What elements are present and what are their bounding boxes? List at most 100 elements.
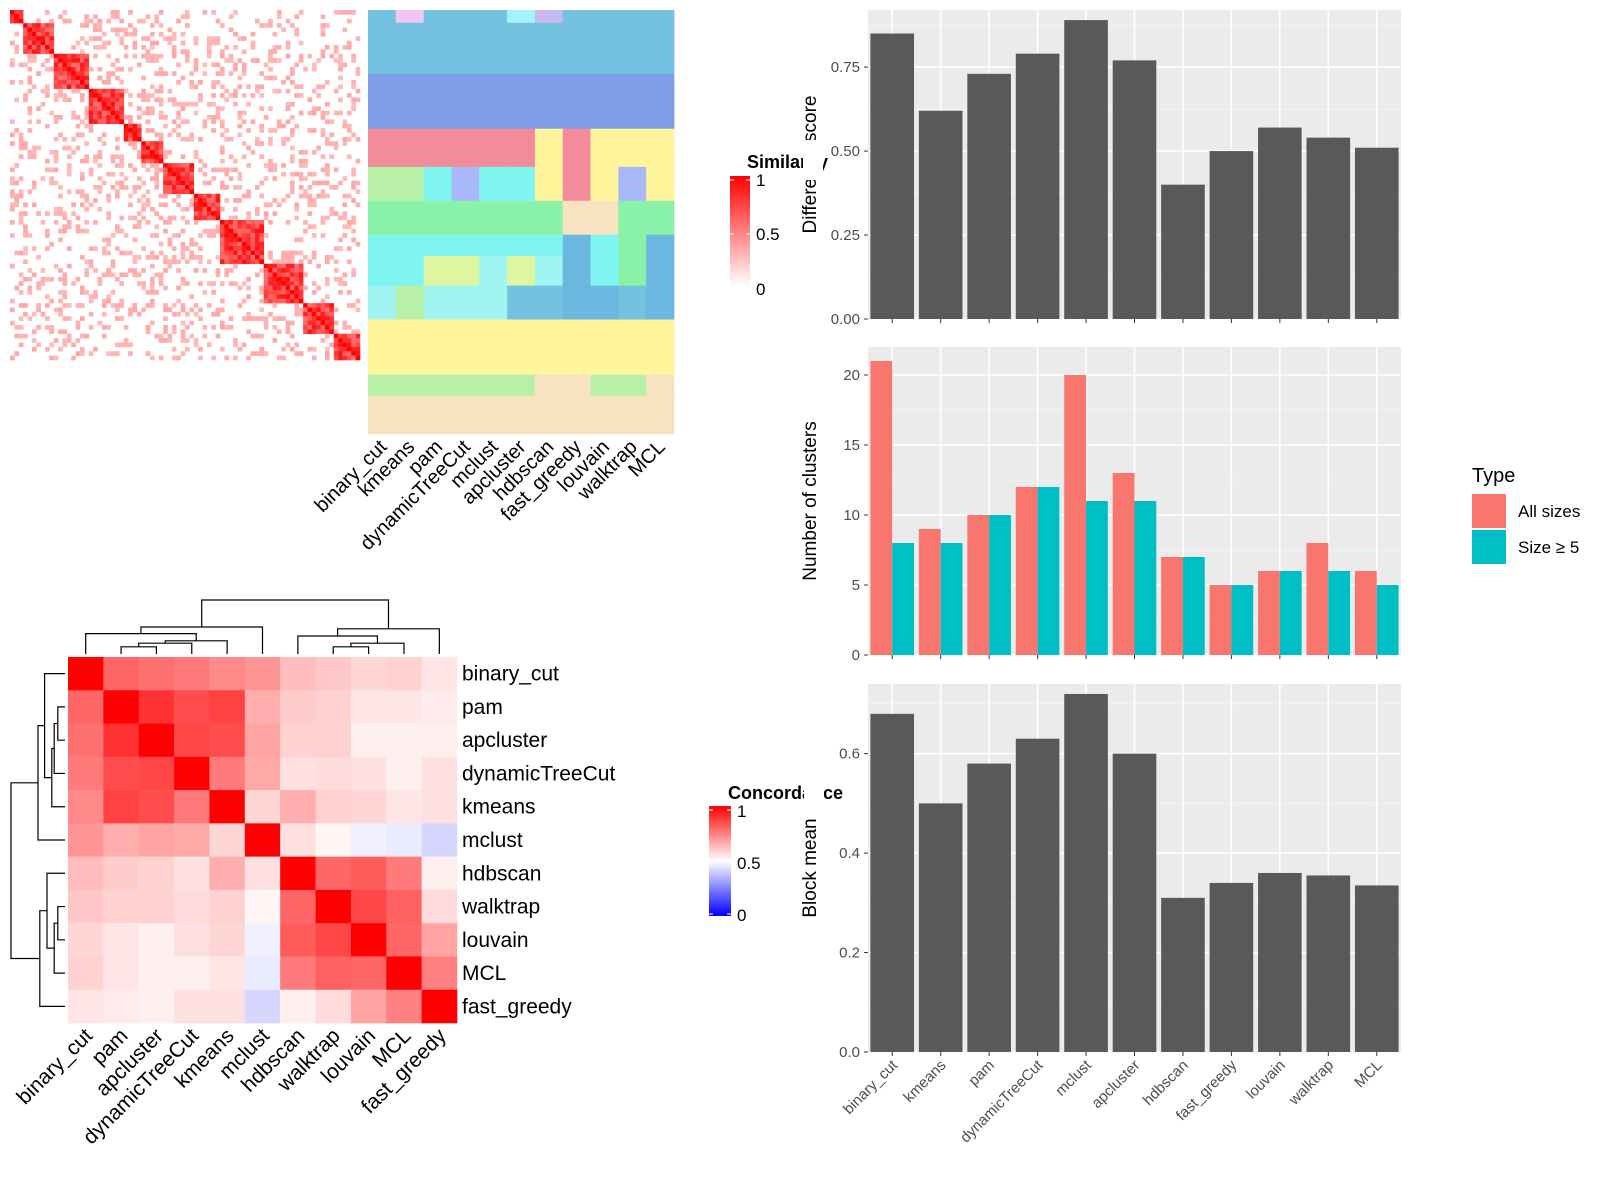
heatmap-cell — [62, 97, 68, 103]
concordance-cell — [174, 856, 210, 891]
heatmap-cell — [338, 276, 343, 282]
heatmap-cell — [58, 80, 63, 85]
heatmap-cell — [27, 154, 33, 160]
heatmap-cell — [259, 290, 265, 295]
cluster-band-cell — [479, 319, 508, 376]
heatmap-cell — [62, 342, 68, 348]
heatmap-cell — [31, 31, 37, 37]
heatmap-cell — [158, 241, 164, 247]
heatmap-cell — [307, 303, 313, 308]
heatmap-cell — [325, 311, 330, 317]
heatmap-cell — [106, 198, 111, 203]
heatmap-cell — [233, 220, 238, 225]
heatmap-cell — [128, 128, 133, 133]
heatmap-cell — [281, 163, 286, 168]
heatmap-cell — [180, 154, 186, 160]
heatmap-cell — [163, 71, 168, 76]
heatmap-cell — [294, 202, 300, 208]
heatmap-cell — [84, 206, 90, 212]
heatmap-cell — [351, 268, 356, 273]
heatmap-cell — [93, 115, 98, 120]
cluster-band-cell — [534, 285, 564, 320]
heatmap-cell — [185, 14, 190, 20]
cluster-band-cell — [507, 285, 536, 320]
heatmap-cell — [176, 355, 181, 361]
heatmap-cell — [110, 351, 116, 356]
heatmap-cell — [202, 325, 208, 330]
heatmap-cell — [342, 333, 348, 339]
y-tick-label: 0.50 — [831, 143, 860, 160]
heatmap-cell — [338, 110, 343, 116]
heatmap-cell — [189, 307, 195, 313]
cluster-band-cell — [451, 166, 480, 202]
heatmap-cell — [281, 263, 286, 269]
heatmap-cell — [145, 329, 151, 335]
heatmap-cell — [202, 202, 208, 208]
bar — [967, 73, 1011, 319]
heatmap-cell — [224, 97, 230, 103]
heatmap-cell — [298, 298, 304, 304]
heatmap-cell — [171, 97, 177, 103]
heatmap-cell — [136, 106, 142, 111]
concordance-cell — [315, 889, 352, 924]
heatmap-cell — [215, 167, 221, 173]
heatmap-cell — [189, 101, 195, 107]
heatmap-cell — [176, 202, 181, 208]
heatmap-cell — [171, 259, 177, 265]
heatmap-cell — [307, 259, 313, 265]
heatmap-cell — [62, 290, 68, 295]
heatmap-cell — [281, 198, 286, 203]
heatmap-cell — [255, 185, 260, 190]
heatmap-cell — [246, 294, 251, 300]
heatmap-cell — [281, 346, 286, 352]
heatmap-cell — [93, 23, 98, 28]
heatmap-cell — [351, 338, 356, 343]
heatmap-cell — [180, 307, 186, 313]
heatmap-cell — [106, 88, 111, 94]
heatmap-cell — [259, 180, 265, 186]
heatmap-cell — [53, 338, 59, 343]
heatmap-cell — [285, 294, 291, 300]
heatmap-cell — [206, 211, 212, 216]
y-tick-label: 10 — [843, 507, 860, 524]
heatmap-cell — [224, 259, 230, 265]
heatmap-cell — [40, 23, 46, 28]
heatmap-cell — [119, 342, 125, 348]
cluster-band-cell — [507, 200, 536, 236]
heatmap-cell — [294, 31, 300, 37]
heatmap-cell — [18, 176, 24, 181]
heatmap-cell — [211, 228, 216, 234]
heatmap-cell — [36, 145, 41, 151]
heatmap-cell — [62, 211, 68, 216]
heatmap-cell — [154, 163, 160, 168]
heatmap-cell — [132, 272, 138, 278]
heatmap-cell — [88, 115, 94, 120]
heatmap-cell — [268, 66, 273, 72]
legend-title-mask — [804, 775, 824, 810]
heatmap-cell — [101, 45, 107, 50]
heatmap-cell — [45, 45, 50, 50]
heatmap-cell — [10, 62, 15, 68]
heatmap-cell — [158, 84, 164, 90]
concordance-cell — [103, 889, 140, 924]
heatmap-cell — [18, 189, 24, 195]
heatmap-cell — [294, 84, 300, 90]
heatmap-cell — [27, 53, 33, 59]
heatmap-cell — [355, 66, 361, 72]
heatmap-cell — [259, 351, 265, 356]
concordance-cell — [209, 723, 246, 758]
heatmap-cell — [290, 298, 295, 304]
heatmap-cell — [211, 119, 216, 125]
heatmap-cell — [272, 294, 278, 300]
cluster-band-cell — [534, 73, 564, 130]
cluster-band-cell — [368, 166, 397, 202]
heatmap-cell — [325, 333, 330, 339]
heatmap-cell — [237, 176, 243, 181]
heatmap-cell — [14, 285, 20, 291]
heatmap-cell — [333, 45, 339, 50]
heatmap-cell — [346, 325, 352, 330]
heatmap-cell — [141, 110, 146, 116]
heatmap-cell — [97, 88, 103, 94]
concordance-cell — [421, 989, 458, 1024]
bar — [1279, 571, 1302, 655]
